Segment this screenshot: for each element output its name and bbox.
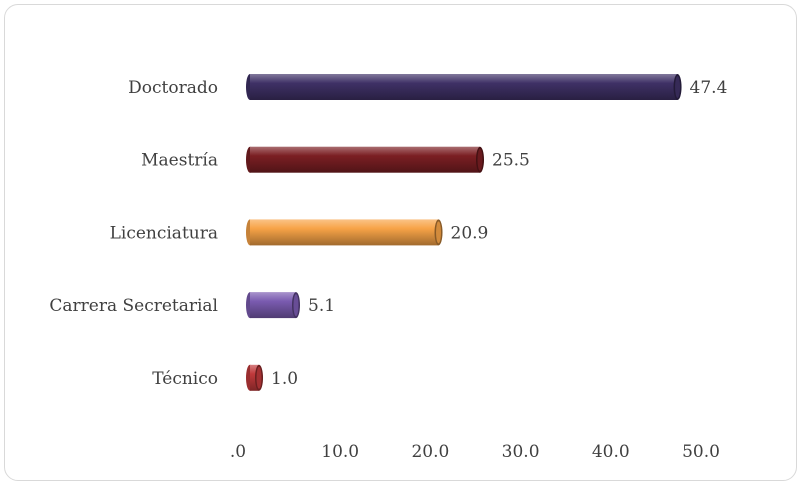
value-label: 47.4 (690, 78, 728, 98)
x-tick-label: 30.0 (502, 442, 540, 462)
bar-maestr-a (246, 146, 485, 173)
category-labels: Doctorado Maestría Licenciatura Carrera Sec… (49, 78, 218, 389)
value-label: 5.1 (308, 296, 335, 316)
bar-carrera-secretarial (246, 292, 301, 319)
x-tick-labels: .0 10.0 20.0 30.0 40.0 50.0 (230, 442, 720, 462)
bar-doctorado (246, 74, 682, 100)
bars-group (246, 74, 682, 391)
value-label: 25.5 (492, 151, 530, 171)
x-tick-label: 50.0 (682, 442, 720, 462)
category-label: Maestría (141, 151, 218, 171)
category-label: Licenciatura (110, 223, 218, 243)
category-label: Técnico (152, 369, 218, 389)
x-tick-label: 40.0 (592, 442, 630, 462)
value-label: 1.0 (271, 369, 298, 389)
value-labels: 47.4 25.5 20.9 5.1 1.0 (271, 78, 727, 389)
value-label: 20.9 (451, 223, 489, 243)
bar-t-cnico (246, 364, 264, 391)
category-label: Carrera Secretarial (49, 296, 218, 316)
x-tick-label: .0 (230, 442, 246, 462)
bar-licenciatura (246, 219, 443, 246)
category-label: Doctorado (128, 78, 218, 98)
x-tick-label: 10.0 (321, 442, 359, 462)
x-tick-label: 20.0 (411, 442, 449, 462)
